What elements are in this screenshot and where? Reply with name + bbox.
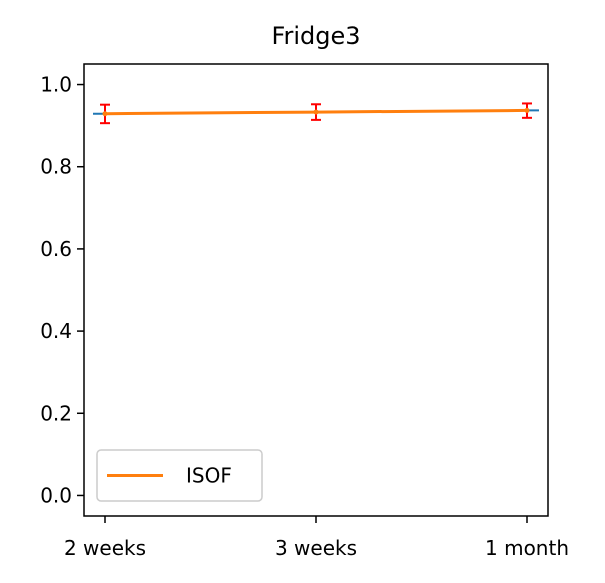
y-axis: 0.0 0.2 0.4 0.6 0.8 1.0 — [40, 73, 84, 507]
data-point — [313, 109, 319, 115]
legend-label: ISOF — [186, 464, 232, 488]
y-tick-label: 0.0 — [40, 483, 72, 507]
chart-title: Fridge3 — [271, 22, 360, 50]
x-tick-label: 3 weeks — [275, 536, 357, 560]
error-bar — [100, 103, 110, 125]
legend-box — [96, 449, 263, 502]
plot-frame — [83, 63, 549, 517]
y-tick-label: 1.0 — [40, 73, 72, 97]
error-bar — [311, 103, 321, 121]
data-point — [102, 111, 108, 117]
y-tick-label: 0.6 — [40, 237, 72, 261]
x-tick-label: 1 month — [485, 536, 569, 560]
y-tick-label: 0.4 — [40, 319, 72, 343]
data-point — [524, 107, 530, 113]
y-tick-label: 0.8 — [40, 155, 72, 179]
x-tick-label: 2 weeks — [64, 536, 146, 560]
y-tick-label: 0.2 — [40, 401, 72, 425]
plot-marks — [93, 102, 539, 125]
error-bar — [522, 102, 532, 119]
x-axis: 2 weeks 3 weeks 1 month — [64, 516, 569, 560]
legend: ISOF — [96, 449, 263, 502]
